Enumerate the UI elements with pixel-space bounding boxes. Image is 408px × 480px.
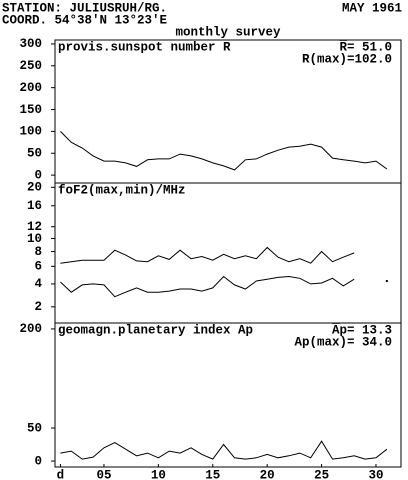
x-tick-label: 05 [96, 468, 111, 480]
panel-frame [54, 182, 402, 324]
station: STATION: JULIUSRUH/RG. [2, 1, 167, 15]
x-tick-label: 30 [368, 468, 383, 480]
data-line [60, 275, 355, 298]
y-tick-label: 250 [19, 59, 42, 73]
y-tick-label: 8 [34, 245, 42, 259]
y-tick-label: 16 [27, 199, 42, 213]
data-line [60, 131, 388, 171]
y-tick-label: 300 [19, 37, 42, 51]
data-line [60, 440, 388, 460]
annotation: R= 51.0 [339, 40, 392, 54]
x-tick-label: 10 [151, 468, 166, 480]
coord: COORD. 54°38'N 13°23'E [2, 13, 167, 27]
panel-title: foF2(max,min)/MHz [58, 183, 186, 197]
annotation: Ap(max)= 34.0 [294, 335, 392, 349]
y-tick-label: 100 [19, 125, 42, 139]
y-tick-label: 150 [19, 103, 42, 117]
y-tick-label: 10 [27, 232, 42, 246]
y-tick-label: 4 [34, 277, 42, 291]
data-line [60, 246, 355, 264]
y-tick-label: 200 [19, 81, 42, 95]
panel-title: provis.sunspot number R [58, 40, 231, 54]
subtitle: monthly survey [175, 25, 281, 39]
y-tick-label: 0 [34, 454, 42, 468]
y-tick-label: 50 [27, 147, 42, 161]
x-tick-label: 15 [205, 468, 220, 480]
y-tick-label: 200 [19, 322, 42, 336]
y-tick-label: 0 [34, 168, 42, 182]
y-tick-label: 50 [27, 421, 42, 435]
x-tick-label: d [57, 468, 65, 480]
annotation: Ap= 13.3 [332, 323, 392, 337]
panel-frame [54, 322, 402, 468]
y-tick-label: 2 [34, 300, 42, 314]
date: MAY 1961 [342, 1, 402, 15]
y-tick-label: 12 [27, 220, 42, 234]
x-tick-label: 25 [314, 468, 329, 480]
y-tick-label: 6 [34, 260, 42, 274]
panel-title: geomagn.planetary index Ap [58, 323, 253, 337]
x-tick-label: 20 [260, 468, 275, 480]
data-point [385, 280, 388, 283]
annotation: R(max)=102.0 [302, 52, 392, 66]
y-tick-label: 20 [27, 181, 42, 195]
